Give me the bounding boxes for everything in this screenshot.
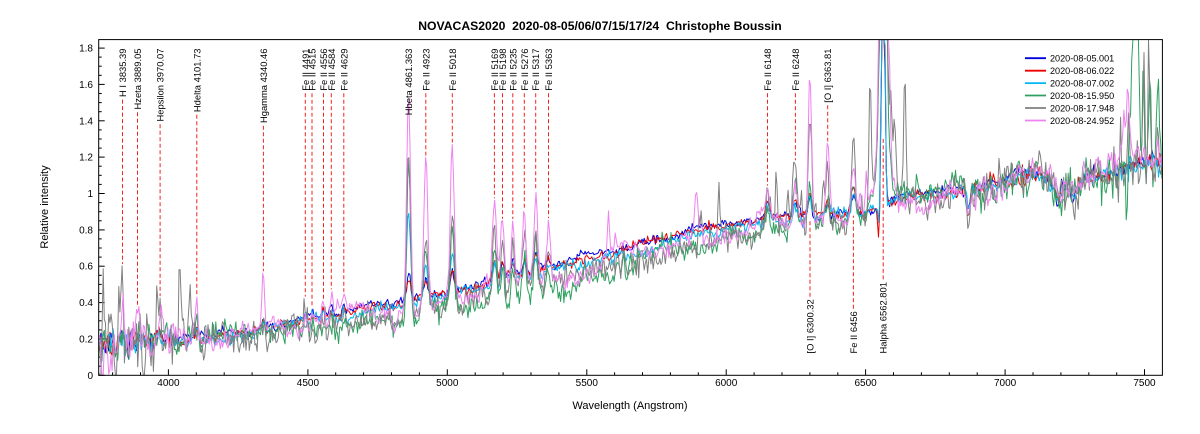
svg-text:0.2: 0.2 <box>79 334 93 345</box>
svg-text:2020-08-06.022: 2020-08-06.022 <box>1050 66 1114 76</box>
svg-text:2020-08-17.948: 2020-08-17.948 <box>1050 103 1114 113</box>
svg-text:Fe II 6456: Fe II 6456 <box>848 311 859 353</box>
svg-text:6500: 6500 <box>854 378 877 389</box>
svg-text:Fe II 6248: Fe II 6248 <box>790 49 801 91</box>
svg-text:NOVACAS2020 2020-08-05/06/07/: NOVACAS2020 2020-08-05/06/07/15/17/24 Ch… <box>418 19 782 33</box>
svg-text:2020-08-24.952: 2020-08-24.952 <box>1050 116 1114 126</box>
svg-text:1.4: 1.4 <box>79 116 93 127</box>
svg-text:Fe II 4491: Fe II 4491 <box>300 49 311 91</box>
svg-text:Fe II 5363: Fe II 5363 <box>543 49 554 91</box>
svg-text:Hzeta 3889.05: Hzeta 3889.05 <box>132 49 143 110</box>
svg-text:Fe II 4629: Fe II 4629 <box>338 49 349 91</box>
svg-text:6000: 6000 <box>715 378 738 389</box>
svg-text:0.8: 0.8 <box>79 225 93 236</box>
svg-text:1.2: 1.2 <box>79 153 93 164</box>
svg-text:2020-08-05.001: 2020-08-05.001 <box>1050 54 1114 64</box>
svg-text:5000: 5000 <box>436 378 459 389</box>
svg-text:1.8: 1.8 <box>79 44 93 55</box>
svg-text:H I 3835.39: H I 3835.39 <box>117 49 128 97</box>
svg-text:Fe II 4556: Fe II 4556 <box>318 49 329 91</box>
svg-text:Fe II 5198: Fe II 5198 <box>497 49 508 91</box>
svg-text:[O I] 6300.32: [O I] 6300.32 <box>805 299 816 353</box>
svg-text:0.6: 0.6 <box>79 262 93 273</box>
svg-text:Fe II 4515: Fe II 4515 <box>307 49 318 91</box>
svg-text:Hgamma 4340.46: Hgamma 4340.46 <box>258 49 269 124</box>
svg-text:7500: 7500 <box>1133 378 1156 389</box>
svg-text:Fe II 5317: Fe II 5317 <box>530 49 541 91</box>
svg-text:Hbeta 4861.363: Hbeta 4861.363 <box>403 49 414 116</box>
svg-text:Fe II 4923: Fe II 4923 <box>420 49 431 91</box>
svg-text:5500: 5500 <box>576 378 599 389</box>
svg-text:Wavelength (Angstrom): Wavelength (Angstrom) <box>572 400 687 412</box>
svg-text:Relative intensity: Relative intensity <box>39 165 51 249</box>
svg-text:Fe II 5169: Fe II 5169 <box>489 49 500 91</box>
svg-text:Hepsilon 3970.07: Hepsilon 3970.07 <box>155 49 166 122</box>
svg-text:Fe II 4584: Fe II 4584 <box>326 49 337 91</box>
svg-text:4000: 4000 <box>157 378 180 389</box>
svg-text:0.4: 0.4 <box>79 298 93 309</box>
svg-text:1: 1 <box>87 189 93 200</box>
svg-text:Halpha 6562.801: Halpha 6562.801 <box>878 282 889 353</box>
svg-text:Fe II 5235: Fe II 5235 <box>507 49 518 91</box>
svg-text:0: 0 <box>87 371 93 382</box>
svg-text:7000: 7000 <box>994 378 1017 389</box>
svg-text:Fe II 5276: Fe II 5276 <box>519 49 530 91</box>
svg-text:2020-08-07.002: 2020-08-07.002 <box>1050 79 1114 89</box>
svg-text:Hdelta 4101.73: Hdelta 4101.73 <box>191 48 202 112</box>
svg-text:[O I] 6363.81: [O I] 6363.81 <box>822 49 833 103</box>
svg-text:Fe II 6148: Fe II 6148 <box>762 49 773 91</box>
svg-text:1.6: 1.6 <box>79 80 93 91</box>
svg-text:2020-08-15.950: 2020-08-15.950 <box>1050 91 1114 101</box>
svg-text:4500: 4500 <box>297 378 320 389</box>
svg-text:Fe II 5018: Fe II 5018 <box>447 49 458 91</box>
